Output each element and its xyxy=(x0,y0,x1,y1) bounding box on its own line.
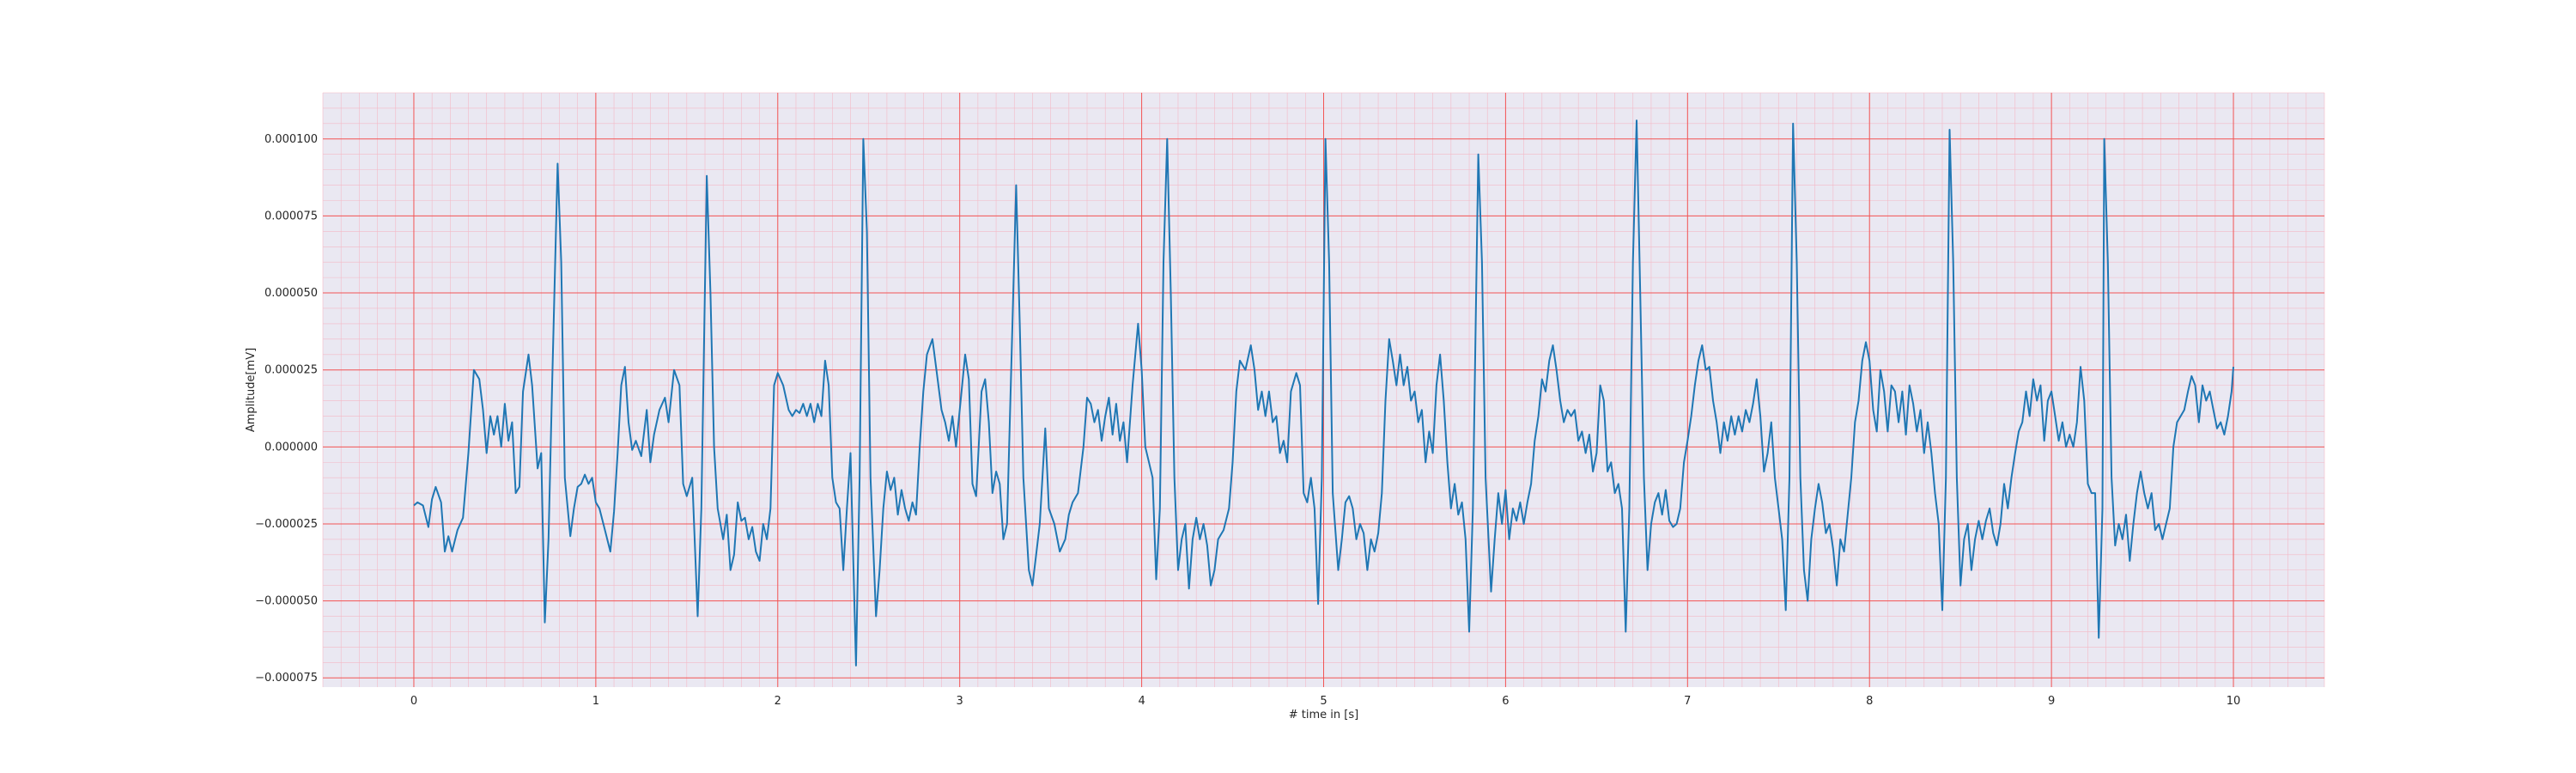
x-tick-label: 5 xyxy=(1320,695,1327,708)
y-tick-label: 0.000050 xyxy=(264,287,318,300)
y-tick-label: 0.000000 xyxy=(264,441,318,453)
x-tick-label: 2 xyxy=(775,695,781,708)
x-axis-label: # time in [s] xyxy=(1289,709,1358,721)
y-tick-label: −0.000050 xyxy=(255,595,318,608)
x-tick-label: 4 xyxy=(1138,695,1145,708)
x-tick-label: 3 xyxy=(957,695,963,708)
y-tick-labels: −0.000075 −0.000050 −0.000025 0.000000 0.000… xyxy=(255,133,318,685)
x-tick-label: 8 xyxy=(1866,695,1873,708)
ecg-signal-line xyxy=(413,119,2234,666)
y-tick-label: −0.000025 xyxy=(255,518,318,531)
x-tick-label: 0 xyxy=(410,695,417,708)
y-tick-label: −0.000075 xyxy=(255,672,318,685)
x-tick-label: 10 xyxy=(2227,695,2241,708)
y-tick-label: 0.000025 xyxy=(264,364,318,377)
x-tick-label: 1 xyxy=(592,695,599,708)
series-layer xyxy=(413,119,2234,666)
y-tick-label: 0.000075 xyxy=(264,210,318,222)
x-tick-label: 7 xyxy=(1684,695,1691,708)
y-tick-label: 0.000100 xyxy=(264,133,318,146)
y-axis-label: Amplitude[mV] xyxy=(245,348,258,432)
x-tick-labels: 0 1 2 3 4 5 6 7 8 9 10 xyxy=(410,695,2241,708)
x-tick-label: 6 xyxy=(1502,695,1509,708)
x-tick-label: 9 xyxy=(2048,695,2055,708)
